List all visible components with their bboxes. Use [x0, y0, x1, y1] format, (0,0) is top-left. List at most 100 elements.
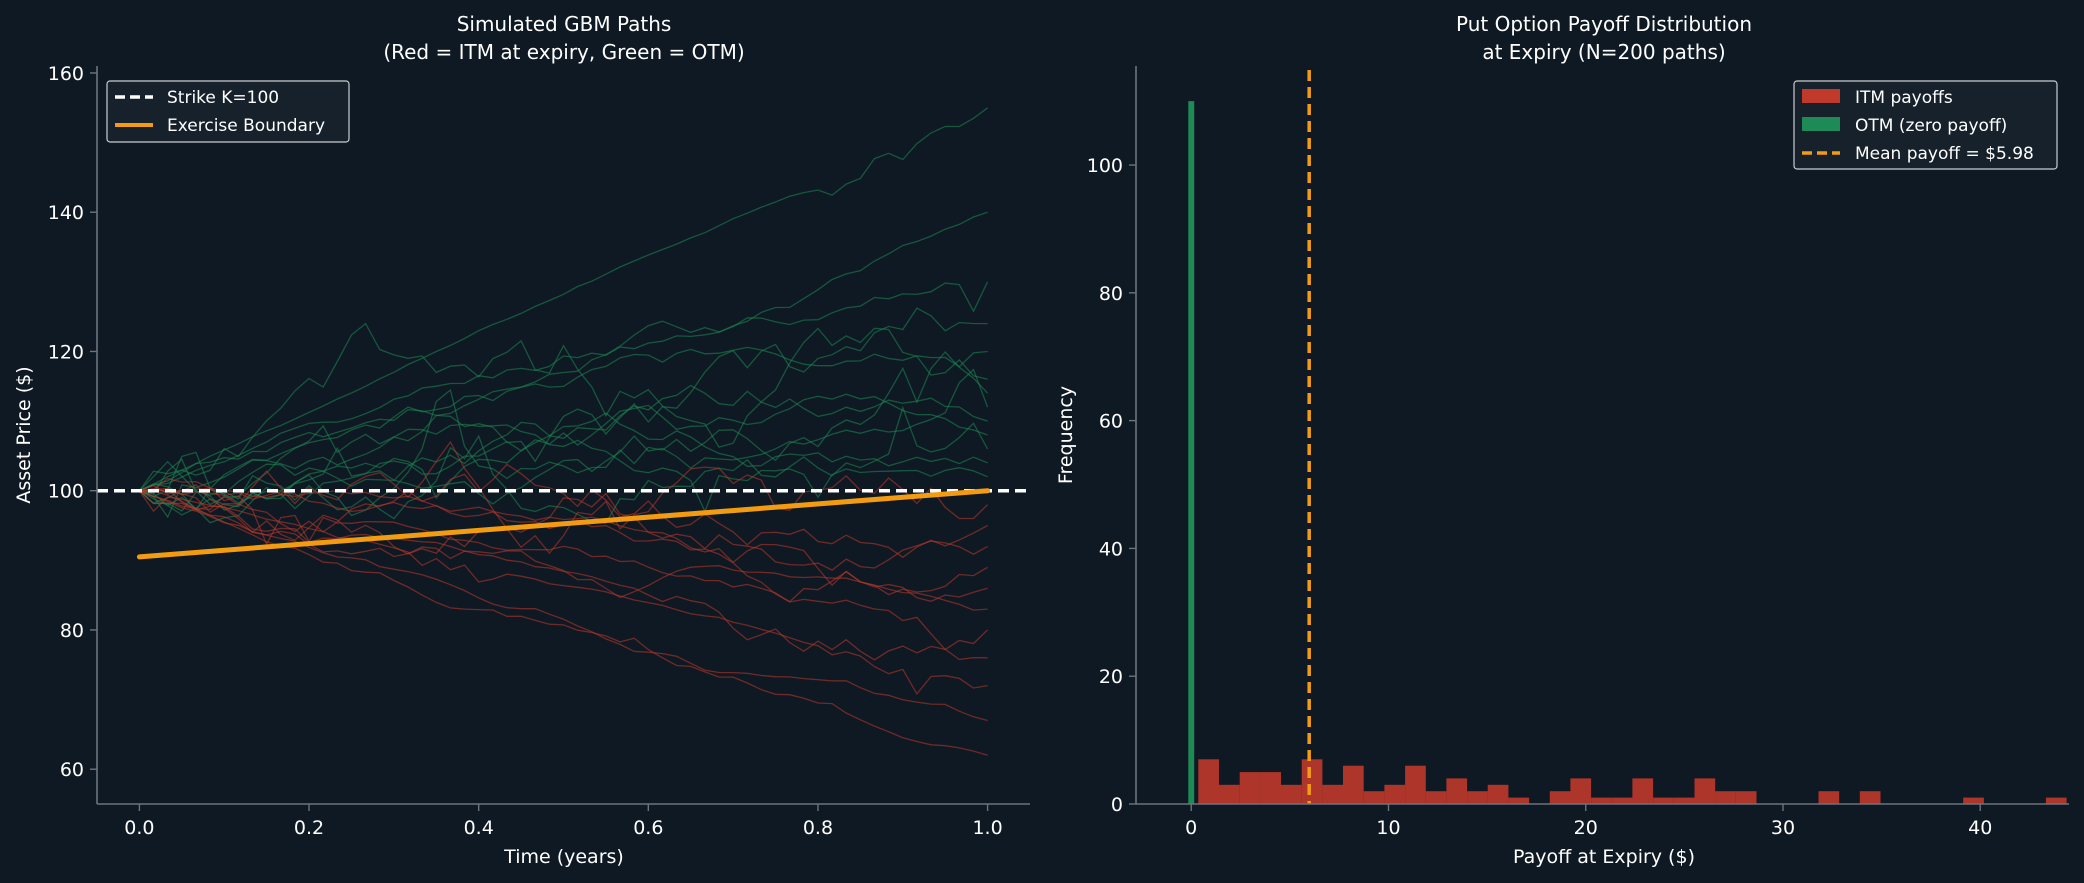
gbm-path-itm [138, 490, 988, 661]
exercise-boundary-line [136, 488, 991, 560]
left-title-line1: Simulated GBM Paths [457, 12, 672, 36]
left-y-tick-label: 120 [48, 341, 84, 363]
right-y-tick-label: 40 [1099, 538, 1123, 560]
legend-boundary-label: Exercise Boundary [167, 116, 325, 136]
legend-otm-label: OTM (zero payoff) [1855, 116, 2007, 136]
left-x-tick-label: 0.2 [294, 817, 324, 839]
itm-histogram-bar [1363, 791, 1385, 804]
itm-histogram-bar [1467, 791, 1488, 804]
right-y-tick-label: 100 [1087, 155, 1123, 177]
right-title-line1: Put Option Payoff Distribution [1456, 12, 1752, 36]
itm-histogram-bar [1859, 791, 1881, 804]
gbm-path-otm [139, 281, 989, 492]
left-overlays [97, 488, 1030, 560]
itm-histogram-bar [1425, 791, 1447, 804]
itm-histogram-bar [1818, 791, 1840, 804]
gbm-path-otm [139, 211, 988, 492]
right-y-tick-label: 60 [1099, 411, 1123, 433]
itm-histogram-bar [1343, 765, 1364, 804]
left-axes: 0.0 0.2 0.4 0.6 0.8 1.0 60 80 100 120 140 160 [48, 63, 1030, 839]
legend-itm-label: ITM payoffs [1855, 88, 1953, 108]
right-x-tick-label: 10 [1376, 817, 1400, 839]
itm-histogram-bar [1198, 759, 1219, 804]
legend-mean-label: Mean payoff = $5.98 [1855, 144, 2034, 164]
itm-histogram-bar [1508, 797, 1530, 804]
gbm-path-otm [138, 393, 988, 512]
left-x-tick-label: 0.6 [633, 817, 663, 839]
gbm-path-itm [139, 484, 988, 571]
left-y-tick-label: 140 [48, 202, 84, 224]
right-y-tick-label: 0 [1111, 794, 1123, 816]
payoff-histogram-panel: Put Option Payoff Distribution at Expiry… [1055, 12, 2069, 868]
itm-histogram-bar [1446, 778, 1468, 804]
gbm-path-otm [138, 307, 988, 506]
gbm-path-itm [138, 490, 988, 696]
gbm-paths-panel: Simulated GBM Paths (Red = ITM at expiry… [13, 12, 1030, 868]
itm-histogram-bar [1673, 797, 1695, 804]
itm-histogram-bar [1632, 778, 1654, 804]
gbm-path-itm [139, 463, 988, 559]
itm-histogram-bar [1260, 772, 1281, 804]
left-x-tick-label: 1.0 [972, 817, 1002, 839]
gbm-path-otm [139, 423, 988, 519]
gbm-path-otm [139, 368, 989, 505]
right-axes: 0 10 20 30 40 0 20 40 60 80 100 [1087, 66, 2069, 839]
right-x-tick-label: 30 [1771, 817, 1795, 839]
gbm-path-otm [139, 107, 988, 492]
histogram-bars [1188, 101, 2067, 805]
gbm-path-otm [138, 322, 988, 492]
itm-histogram-bar [1281, 784, 1302, 804]
left-y-tick-label: 160 [48, 63, 84, 85]
right-x-tick-label: 0 [1185, 817, 1197, 839]
itm-histogram-bar [1611, 797, 1633, 804]
left-legend-box [106, 80, 350, 143]
gbm-path-otm [139, 346, 988, 512]
itm-histogram-bar [1487, 784, 1509, 804]
itm-histogram-bar [1735, 791, 1757, 804]
right-y-tick-label: 20 [1099, 666, 1123, 688]
right-x-tick-label: 40 [1968, 817, 1992, 839]
itm-histogram-bar [1405, 765, 1426, 804]
left-y-tick-label: 80 [60, 620, 84, 642]
left-title-line2: (Red = ITM at expiry, Green = OTM) [383, 40, 744, 64]
legend-strike-label: Strike K=100 [167, 88, 279, 108]
left-y-axis-label: Asset Price ($) [13, 366, 35, 503]
left-x-axis-label: Time (years) [503, 846, 624, 868]
itm-histogram-bar [1653, 797, 1674, 804]
right-legend: ITM payoffs OTM (zero payoff) Mean payof… [1793, 80, 2058, 170]
legend-otm-swatch [1802, 117, 1840, 131]
itm-histogram-bar [1219, 784, 1240, 804]
legend-itm-swatch [1802, 89, 1840, 103]
itm-histogram-bar [1301, 759, 1323, 804]
left-x-tick-label: 0.4 [464, 817, 494, 839]
right-x-axis-label: Payoff at Expiry ($) [1513, 846, 1695, 868]
itm-histogram-bar [1694, 778, 1716, 804]
left-x-tick-label: 0.8 [803, 817, 833, 839]
gbm-path-lines [138, 107, 989, 756]
left-x-tick-label: 0.0 [124, 817, 154, 839]
gbm-path-otm [139, 384, 988, 516]
right-x-tick-label: 20 [1574, 817, 1598, 839]
left-y-tick-label: 60 [60, 759, 84, 781]
itm-histogram-bar [1239, 772, 1261, 804]
gbm-path-itm [139, 490, 988, 611]
right-y-tick-label: 80 [1099, 283, 1123, 305]
itm-histogram-bar [1715, 791, 1736, 804]
itm-histogram-bar [1549, 791, 1571, 804]
right-title-line2: at Expiry (N=200 paths) [1482, 40, 1725, 64]
gbm-path-otm [139, 405, 989, 524]
itm-histogram-bar [1963, 797, 1984, 804]
gbm-path-itm [139, 488, 989, 651]
itm-histogram-bar [2045, 797, 2067, 804]
left-y-tick-label: 100 [48, 481, 84, 503]
otm-histogram-bar [1188, 101, 1195, 805]
itm-histogram-bar [1322, 784, 1344, 804]
gbm-path-itm [139, 440, 989, 555]
itm-histogram-bar [1591, 797, 1612, 804]
right-legend-box [1793, 80, 2058, 170]
left-legend: Strike K=100 Exercise Boundary [106, 80, 350, 143]
gbm-path-itm [139, 490, 988, 722]
right-y-axis-label: Frequency [1055, 386, 1077, 484]
